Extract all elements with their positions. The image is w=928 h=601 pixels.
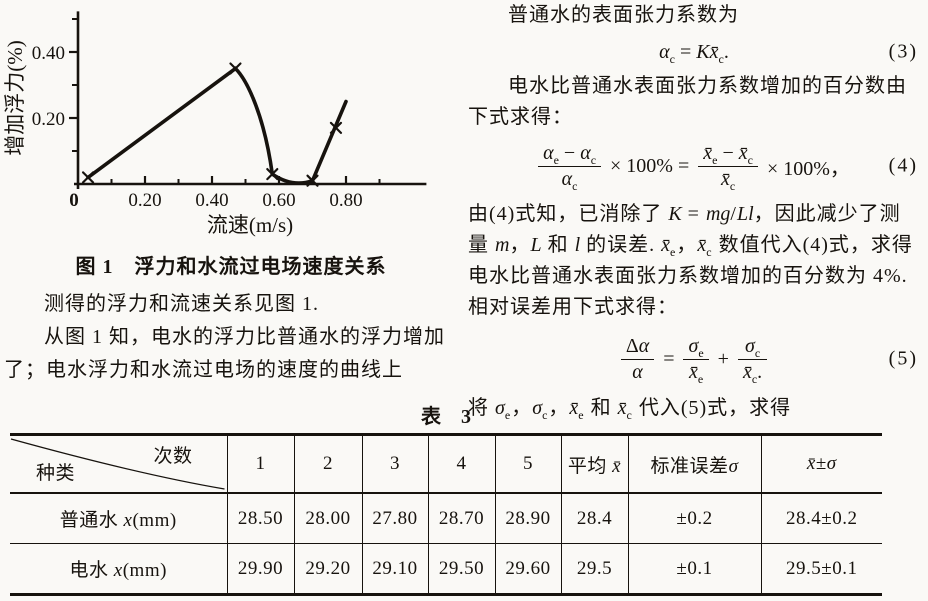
equation-4: αe − αc αc × 100% = x̄e − x̄c x̄c × 100%… [468, 139, 920, 193]
equation-5-equals: = [663, 347, 675, 370]
paragraph-percent-increase-intro: 电水比普通水表面张力系数增加的百分数由下式求得： [468, 75, 907, 128]
row-label: 普通水 x(mm) [10, 493, 228, 544]
x-tick-label: 0.40 [195, 190, 228, 211]
table-cell: 28.50 [226, 493, 295, 544]
table3-header-cell-xsigma: x̄±σ [760, 434, 882, 494]
y-tick-label: 0.40 [32, 43, 65, 64]
table-cell: 29.50 [427, 543, 496, 595]
table3-header-cell: 3 [361, 434, 429, 494]
figure1-caption: 图 1 浮力和水流过电场速度关系 [75, 256, 387, 278]
equation-3-body: αc = Kx̄c. [659, 40, 729, 66]
figure1-block: 0.20 0.40 0.60 0.80 0.20 0.40 0 流速(m/s) 增加浮力(%) … [0, 2, 462, 279]
equation-4-fraction-alpha: αe − αc αc [538, 142, 602, 192]
corner-label-trials: 次数 [153, 446, 193, 467]
table-cell-xsigma: 29.5±0.1 [760, 543, 882, 595]
paragraph-substitute-values: 将 σe，σc，x̄e 和 x̄c 代入(5)式，求得 [468, 397, 792, 422]
table-cell: 29.90 [226, 543, 295, 595]
x-tick-label: 0.80 [329, 190, 362, 211]
table3-header-cell-stderr: 标准误差σ [627, 434, 762, 494]
equation-5-number: (5) [888, 347, 918, 370]
table-cell-stderr: ±0.2 [627, 493, 762, 544]
table-cell-xsigma: 28.4±0.2 [760, 493, 882, 544]
left-column-text: 测得的浮力和流速关系见图 1. 从图 1 知，电水的浮力比普通水的浮力增加了；电… [4, 288, 460, 387]
equation-5-plus: + [717, 347, 729, 370]
table-cell-average: 28.4 [560, 493, 629, 544]
table3-row-electric-water: 电水 x(mm) 29.90 29.20 29.10 29.50 29.60 2… [10, 543, 882, 595]
row-label: 电水 x(mm) [10, 543, 228, 595]
data-marker-x [81, 171, 95, 184]
equation-5-fraction-sigma-c: σc x̄c. [737, 335, 768, 385]
data-marker-x [329, 121, 343, 134]
table3-header-cell: 4 [427, 434, 496, 494]
table-cell: 28.90 [494, 493, 562, 544]
table3-header-row: 次数 种类 1 2 3 4 5 平均 x̄ 标准误差σ x̄±σ [10, 434, 882, 494]
table3-corner-cell: 次数 种类 [10, 434, 228, 494]
table-cell: 27.80 [361, 493, 429, 544]
paragraph-surface-tension-intro: 普通水的表面张力系数为 [508, 4, 739, 26]
figure1-chart: 0.20 0.40 0.60 0.80 0.20 0.40 0 流速(m/s) 增加浮力(%) [3, 11, 427, 237]
equation-3-number: (3) [888, 40, 918, 63]
equation-5: Δα α = σe x̄e + σc x̄c. (5) [468, 331, 920, 387]
table3-header-cell: 1 [226, 434, 295, 494]
data-marker-x [266, 168, 279, 181]
corner-diagonal-line [10, 438, 225, 490]
equation-4-number: (4) [888, 154, 918, 177]
corner-label-kind: 种类 [36, 463, 76, 484]
paragraph-error-elimination: 由(4)式知，已消除了 K = mg/Ll，因此减少了测量 m，L 和 l 的误… [468, 203, 913, 318]
table3-header-cell-average: 平均 x̄ [560, 434, 629, 494]
equation-4-fraction-x: x̄e − x̄c x̄c [698, 142, 758, 192]
data-marker-x [229, 62, 242, 75]
right-column-text: 普通水的表面张力系数为 αc = Kx̄c. (3) 电水比普通水表面张力系数增… [468, 0, 920, 424]
equation-4-tail: × 100%， [766, 157, 850, 180]
paragraph-figure1-discussion: 从图 1 知，电水的浮力比普通水的浮力增加了；电水浮力和水流过电场的速度的曲线上 [4, 326, 445, 381]
table-cell: 28.00 [293, 493, 363, 544]
table3-row-ordinary-water: 普通水 x(mm) 28.50 28.00 27.80 28.70 28.90 … [10, 493, 882, 544]
equation-5-fraction-sigma-e: σe x̄e [683, 335, 709, 385]
y-tick-label: 0.20 [32, 109, 65, 130]
equation-4-middle: × 100% = [610, 154, 690, 177]
x-axis-title: 流速(m/s) [207, 213, 293, 237]
table3-section: 表 3 次数 种类 1 2 3 4 5 平均 x̄ [0, 400, 928, 596]
equation-5-fraction-dalpha: Δα α [620, 335, 655, 384]
table-cell: 29.60 [494, 543, 562, 595]
table3: 次数 种类 1 2 3 4 5 平均 x̄ 标准误差σ x̄±σ 普通水 x(m… [10, 433, 882, 596]
table-cell: 29.10 [361, 543, 429, 595]
table3-header-cell: 2 [293, 434, 363, 494]
origin-label: 0 [69, 190, 79, 211]
x-tick-label: 0.60 [262, 190, 295, 211]
data-curve [86, 66, 348, 185]
table-cell: 28.70 [427, 493, 496, 544]
data-marker-x [306, 174, 319, 187]
table3-header-cell: 5 [494, 434, 562, 494]
equation-3: αc = Kx̄c. (3) [468, 36, 920, 68]
table-cell: 29.20 [293, 543, 363, 595]
paragraph-measured-relation: 测得的浮力和流速关系见图 1. [44, 293, 319, 315]
table-cell-stderr: ±0.1 [627, 543, 762, 595]
table-cell-average: 29.5 [560, 543, 629, 595]
x-tick-label: 0.20 [128, 190, 161, 211]
table3-title: 表 3 [421, 406, 471, 428]
y-axis-title: 增加浮力(%) [3, 40, 27, 155]
